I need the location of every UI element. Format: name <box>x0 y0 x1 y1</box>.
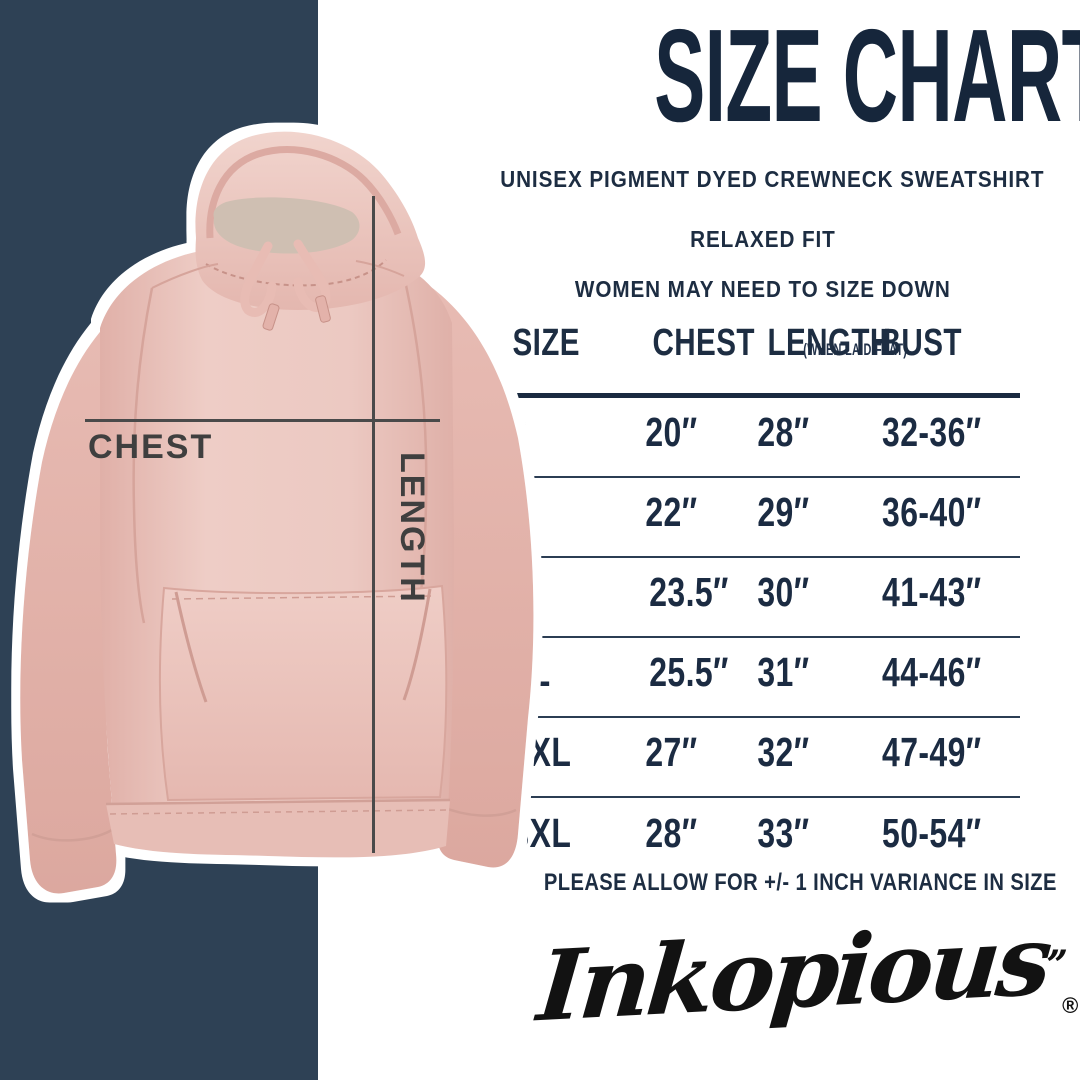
chest-measure-line <box>85 419 440 422</box>
size-table: SIZE CHEST (WHEN LAID FLAT) LENGTH BUST … <box>503 320 1020 878</box>
drawstring-aglet-right <box>315 295 331 323</box>
length-measure-line <box>372 196 375 853</box>
column-header-bust: BUST <box>879 322 962 364</box>
table-row-xl: XL 25.5″ 31″ 44-46″ <box>503 638 1020 718</box>
table-row-s: S 20″ 28″ 32-36″ <box>503 398 1020 478</box>
column-header-chest: CHEST (WHEN LAID FLAT) <box>638 322 906 372</box>
subtitle-fabric: UNISEX PIGMENT DYED CREWNECK SWEATSHIRT <box>500 166 1045 192</box>
brand-logo: Inkopious’’® <box>533 903 1078 1043</box>
hoodie-illustration <box>20 131 534 894</box>
page-title-text: SIZE CHART <box>654 2 1080 149</box>
variance-note: PLEASE ALLOW FOR +/- 1 INCH VARIANCE IN … <box>543 869 1057 896</box>
brand-logo-text: Inkopious <box>533 902 1053 1044</box>
hoodie-left-sleeve <box>20 283 158 894</box>
column-header-length: LENGTH <box>767 322 892 364</box>
size-table-header: SIZE CHEST (WHEN LAID FLAT) LENGTH BUST <box>503 320 1020 398</box>
info-panel: SIZE CHART UNISEX PIGMENT DYED CREWNECK … <box>490 0 1080 1080</box>
drawstring-aglet-left <box>262 303 280 331</box>
subtitle-sizing: WOMEN MAY NEED TO SIZE DOWN <box>574 276 951 302</box>
table-row-3xl: 3XL 28″ 33″ 50-54″ <box>511 810 982 856</box>
column-header-size: SIZE <box>512 322 580 364</box>
table-row-2xl: 2XL 27″ 32″ 47-49″ <box>503 718 1020 798</box>
page-title: SIZE CHART <box>490 6 1080 187</box>
table-row-l: L 23.5″ 30″ 41-43″ <box>503 558 1020 638</box>
chest-measure-label: CHEST <box>88 428 214 466</box>
length-measure-label: LENGTH <box>393 452 431 604</box>
hood-drawstring-left <box>240 241 277 317</box>
subtitle-fit: RELAXED FIT <box>689 226 836 252</box>
hood-interior-patch <box>213 197 360 254</box>
table-row-m: M 22″ 29″ 36-40″ <box>503 478 1020 558</box>
hoodie-hem-band <box>106 800 450 858</box>
chest-subnote: (WHEN LAID FLAT) <box>803 340 908 359</box>
registered-mark: ® <box>1062 993 1079 1018</box>
hoodie-sticker-group <box>20 131 534 894</box>
